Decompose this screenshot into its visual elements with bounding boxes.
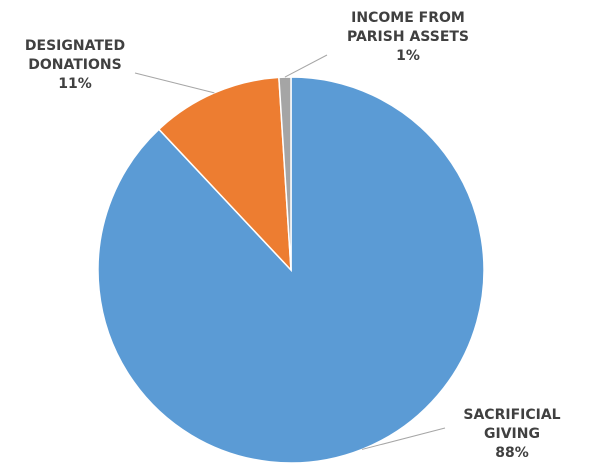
leader-line [284,54,328,78]
slice-name-label: PARISH ASSETS [347,29,469,45]
slice-value-label: 88% [495,445,529,461]
pie-slices [97,76,485,464]
slice-name-label: GIVING [484,426,540,442]
slice-name-label: SACRIFICIAL [463,407,560,423]
slice-name-label: INCOME FROM [351,10,465,26]
slice-value-label: 1% [396,48,420,64]
slice-value-label: 11% [58,76,92,92]
pie-slice-income-from-parish-assets [278,76,292,271]
leader-line [361,427,446,450]
slice-name-label: DONATIONS [28,57,121,73]
leader-line [134,72,215,94]
leader-lines [134,54,446,450]
slice-labels: SACRIFICIAL GIVING 88% DESIGNATED DONATIONS 1… [25,10,561,461]
slice-name-label: DESIGNATED [25,38,125,54]
